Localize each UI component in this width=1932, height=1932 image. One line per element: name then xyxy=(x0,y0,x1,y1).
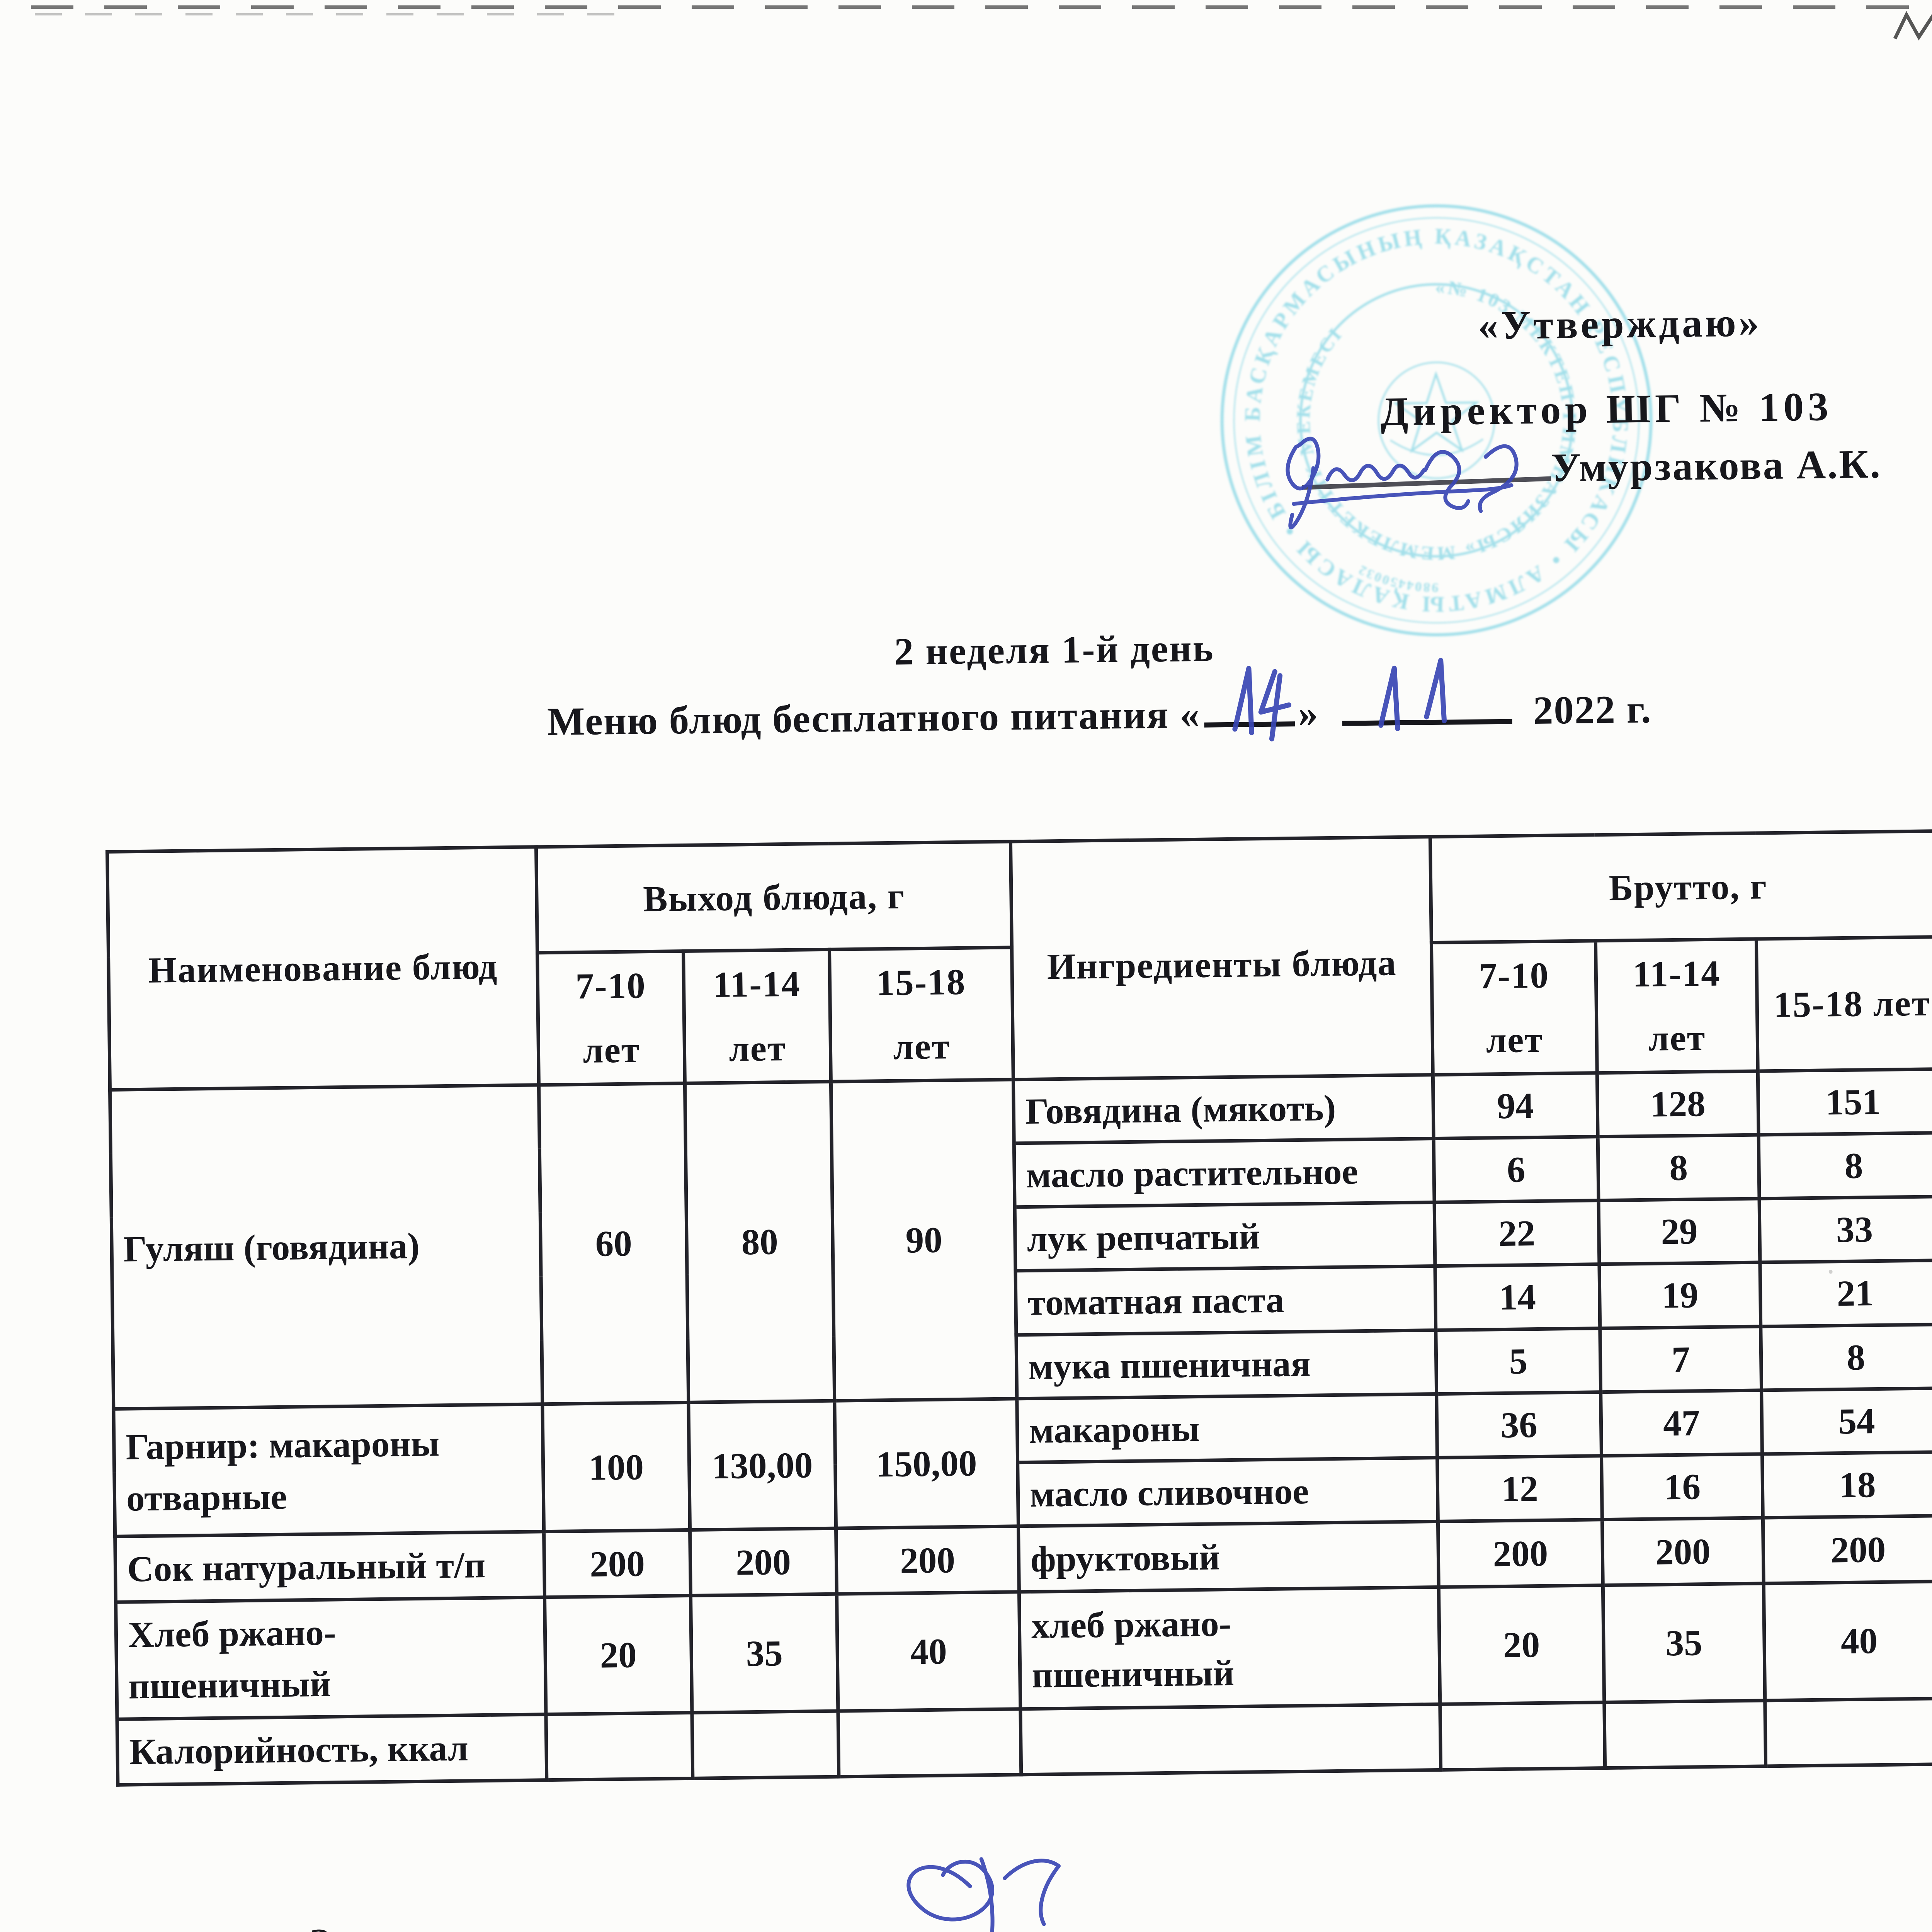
menu-table-body: Гуляш (говядина) 60 80 90 Говядина (мякоть) 9… xyxy=(110,1068,1932,1785)
ingredient-name-cell: масло растительное xyxy=(1014,1138,1435,1207)
age-header-output-2: 11-14 лет xyxy=(683,949,831,1083)
dish-name-cell: Гуляш (говядина) xyxy=(110,1085,543,1409)
production-manager-label: Зав.производство xyxy=(310,1917,634,1932)
gross-value-cell xyxy=(1765,1698,1932,1767)
gross-value-cell: 7 xyxy=(1600,1326,1762,1392)
ingredient-name-cell: макароны xyxy=(1017,1394,1437,1463)
production-manager-signature xyxy=(906,1857,1061,1932)
ingredient-name-cell xyxy=(1020,1704,1441,1775)
output-value-cell: 60 xyxy=(539,1083,689,1404)
dish-name-cell: Сок натуральный т/п xyxy=(115,1531,545,1602)
menu-title-year: 2022 г. xyxy=(1533,687,1652,733)
handwritten-day: 14 xyxy=(1232,666,1292,742)
gross-value-cell: 21 xyxy=(1760,1260,1932,1327)
age-header-output-3: 15-18 лет xyxy=(829,947,1014,1082)
gross-value-cell: 8 xyxy=(1760,1324,1932,1390)
age-header-gross-2: 11-14 лет xyxy=(1595,939,1758,1073)
gross-value-cell: 94 xyxy=(1433,1073,1598,1139)
approve-label: «Утверждаю» xyxy=(1478,299,1762,348)
day-blank-line: 14 xyxy=(1204,666,1295,742)
menu-title-line: Меню блюд бесплатного питания «14»112022… xyxy=(547,658,1652,745)
gross-value-cell: 19 xyxy=(1599,1262,1761,1328)
scanner-edge-line-2 xyxy=(35,13,614,15)
scanner-corner-mark xyxy=(1893,11,1932,41)
gross-value-cell: 8 xyxy=(1759,1133,1932,1199)
output-value-cell xyxy=(546,1713,693,1780)
col-header-dish: Наименование блюд xyxy=(107,847,539,1090)
gross-value-cell: 40 xyxy=(1764,1581,1932,1701)
output-value-cell xyxy=(838,1709,1021,1777)
menu-title-prefix: Меню блюд бесплатного питания « xyxy=(547,692,1201,744)
table-header-row-1: Наименование блюд Выход блюда, г Ингреди… xyxy=(107,831,1932,1090)
ingredient-name-cell: томатная паста xyxy=(1015,1266,1436,1335)
scanner-edge-line xyxy=(31,5,1932,9)
gross-value-cell: 29 xyxy=(1599,1198,1760,1264)
dish-name-cell: Гарнир: макароны отварные xyxy=(113,1404,544,1537)
col-header-gross: Брутто, г xyxy=(1430,831,1932,943)
gross-value-cell: 8 xyxy=(1598,1134,1760,1201)
output-value-cell: 200 xyxy=(836,1526,1019,1594)
output-value-cell: 80 xyxy=(685,1081,835,1403)
gross-value-cell: 16 xyxy=(1601,1454,1763,1520)
output-value-cell: 150,00 xyxy=(834,1398,1019,1529)
gross-value-cell: 151 xyxy=(1758,1068,1932,1135)
gross-value-cell: 128 xyxy=(1597,1071,1759,1137)
gross-value-cell xyxy=(1604,1701,1766,1768)
gross-value-cell: 54 xyxy=(1761,1388,1932,1454)
output-value-cell: 200 xyxy=(544,1530,691,1597)
director-signature: Умурзакова А.К. xyxy=(1286,437,1519,530)
ingredient-name-cell: лук репчатый xyxy=(1015,1202,1435,1271)
gross-value-cell: 33 xyxy=(1759,1196,1932,1263)
school-round-stamp: ҚАЗАҚСТАН РЕСПУБЛИКАСЫ • АЛМАТЫ ҚАЛАСЫ •… xyxy=(1220,204,1653,636)
gross-value-cell: 6 xyxy=(1434,1136,1599,1202)
col-header-output: Выход блюда, г xyxy=(536,841,1012,953)
ingredient-name-cell: хлеб ржано- пшеничный xyxy=(1019,1587,1440,1709)
gross-value-cell: 18 xyxy=(1762,1452,1932,1518)
ingredient-name-cell: фруктовый xyxy=(1018,1521,1439,1592)
age-header-gross-1: 7-10 лет xyxy=(1431,940,1597,1075)
output-value-cell: 90 xyxy=(831,1079,1017,1401)
menu-table: Наименование блюд Выход блюда, г Ингреди… xyxy=(105,829,1932,1787)
gross-value-cell: 14 xyxy=(1435,1264,1600,1330)
gross-value-cell: 36 xyxy=(1436,1392,1602,1458)
week-day-title: 2 неделя 1-й день xyxy=(894,626,1215,673)
output-value-cell: 200 xyxy=(690,1528,837,1596)
output-value-cell: 130,00 xyxy=(688,1400,836,1530)
director-name: Умурзакова А.К. xyxy=(1551,441,1882,490)
gross-value-cell: 12 xyxy=(1437,1456,1602,1522)
ingredient-name-cell: мука пшеничная xyxy=(1016,1330,1437,1399)
ingredient-name-cell: Говядина (мякоть) xyxy=(1013,1075,1434,1143)
month-blank-line: 11 xyxy=(1342,658,1512,731)
gross-value-cell: 47 xyxy=(1600,1390,1762,1456)
gross-value-cell xyxy=(1440,1702,1605,1770)
col-header-ingredients: Ингредиенты блюда xyxy=(1010,837,1433,1080)
gross-value-cell: 200 xyxy=(1602,1518,1764,1585)
gross-value-cell: 5 xyxy=(1435,1328,1601,1394)
output-value-cell: 20 xyxy=(544,1595,692,1714)
gross-value-cell: 200 xyxy=(1763,1515,1932,1584)
dish-name-cell: Калорийность, ккал xyxy=(117,1714,547,1785)
output-value-cell xyxy=(692,1711,839,1779)
handwritten-month: 11 xyxy=(1378,658,1447,731)
table-row: Хлеб ржано- пшеничный 20 35 40 хлеб ржано- п… xyxy=(116,1581,1932,1719)
output-value-cell: 100 xyxy=(542,1402,690,1532)
output-value-cell: 40 xyxy=(837,1592,1020,1711)
output-value-cell: 35 xyxy=(690,1594,838,1713)
ingredient-name-cell: масло сливочное xyxy=(1017,1458,1438,1527)
dish-name-cell: Хлеб ржано- пшеничный xyxy=(116,1597,546,1719)
age-header-output-1: 7-10 лет xyxy=(537,951,685,1085)
gross-value-cell: 200 xyxy=(1438,1519,1603,1587)
age-header-gross-3: 15-18 лет xyxy=(1756,937,1932,1071)
gross-value-cell: 20 xyxy=(1439,1585,1604,1704)
gross-value-cell: 22 xyxy=(1434,1200,1599,1266)
gross-value-cell: 35 xyxy=(1603,1583,1765,1702)
